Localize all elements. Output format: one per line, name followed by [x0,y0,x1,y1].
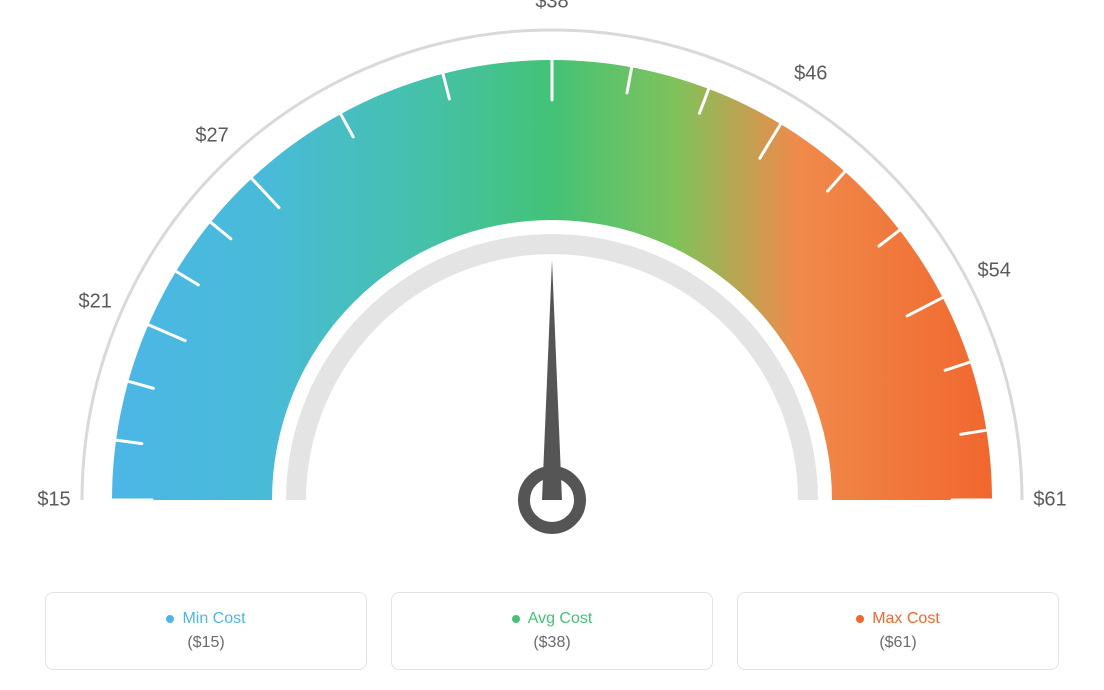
scale-label: $38 [535,0,568,14]
cost-gauge-chart: $15 $21 $27 $38 $46 $54 $61 [0,0,1104,570]
legend-title-min: Min Cost [182,610,245,628]
legend-row: Min Cost ($15) Avg Cost ($38) Max Cost (… [0,592,1104,670]
legend-card-avg: Avg Cost ($38) [391,592,713,670]
dot-icon [512,615,520,623]
gauge-svg [0,0,1104,570]
gauge-needle [542,260,562,500]
dot-icon [856,615,864,623]
scale-label: $27 [195,125,228,148]
legend-title-max: Max Cost [872,610,940,628]
scale-label: $54 [977,259,1010,282]
scale-label: $21 [79,290,112,313]
scale-label: $15 [37,489,70,512]
dot-icon [166,615,174,623]
legend-card-min: Min Cost ($15) [45,592,367,670]
legend-value-min: ($15) [187,634,224,652]
scale-label: $46 [794,63,827,86]
legend-card-max: Max Cost ($61) [737,592,1059,670]
legend-value-avg: ($38) [533,634,570,652]
legend-title-avg: Avg Cost [528,610,593,628]
legend-value-max: ($61) [879,634,916,652]
scale-label: $61 [1033,489,1066,512]
